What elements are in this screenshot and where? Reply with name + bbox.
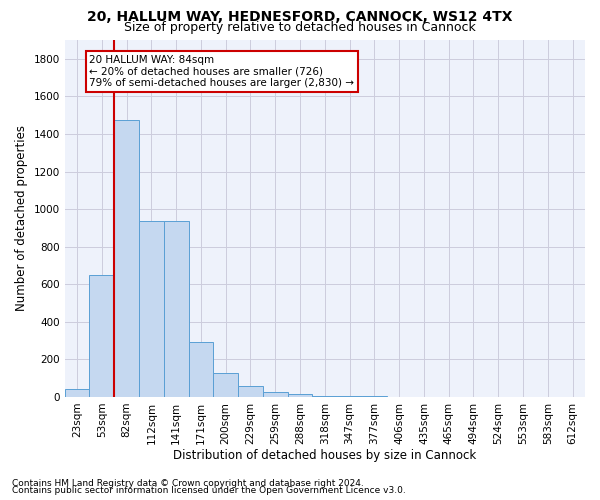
Text: Contains public sector information licensed under the Open Government Licence v3: Contains public sector information licen… xyxy=(12,486,406,495)
X-axis label: Distribution of detached houses by size in Cannock: Distribution of detached houses by size … xyxy=(173,450,476,462)
Bar xyxy=(139,222,164,397)
Bar xyxy=(188,342,214,397)
Bar xyxy=(238,386,263,397)
Bar xyxy=(313,396,337,397)
Bar xyxy=(89,275,114,397)
Bar xyxy=(287,394,313,397)
Bar xyxy=(65,390,89,397)
Bar xyxy=(263,392,287,397)
Bar xyxy=(337,396,362,397)
Y-axis label: Number of detached properties: Number of detached properties xyxy=(15,126,28,312)
Bar xyxy=(362,396,387,397)
Text: 20, HALLUM WAY, HEDNESFORD, CANNOCK, WS12 4TX: 20, HALLUM WAY, HEDNESFORD, CANNOCK, WS1… xyxy=(87,10,513,24)
Text: Size of property relative to detached houses in Cannock: Size of property relative to detached ho… xyxy=(124,21,476,34)
Bar xyxy=(114,120,139,397)
Bar xyxy=(164,222,188,397)
Text: 20 HALLUM WAY: 84sqm
← 20% of detached houses are smaller (726)
79% of semi-deta: 20 HALLUM WAY: 84sqm ← 20% of detached h… xyxy=(89,55,355,88)
Text: Contains HM Land Registry data © Crown copyright and database right 2024.: Contains HM Land Registry data © Crown c… xyxy=(12,478,364,488)
Bar xyxy=(214,374,238,397)
